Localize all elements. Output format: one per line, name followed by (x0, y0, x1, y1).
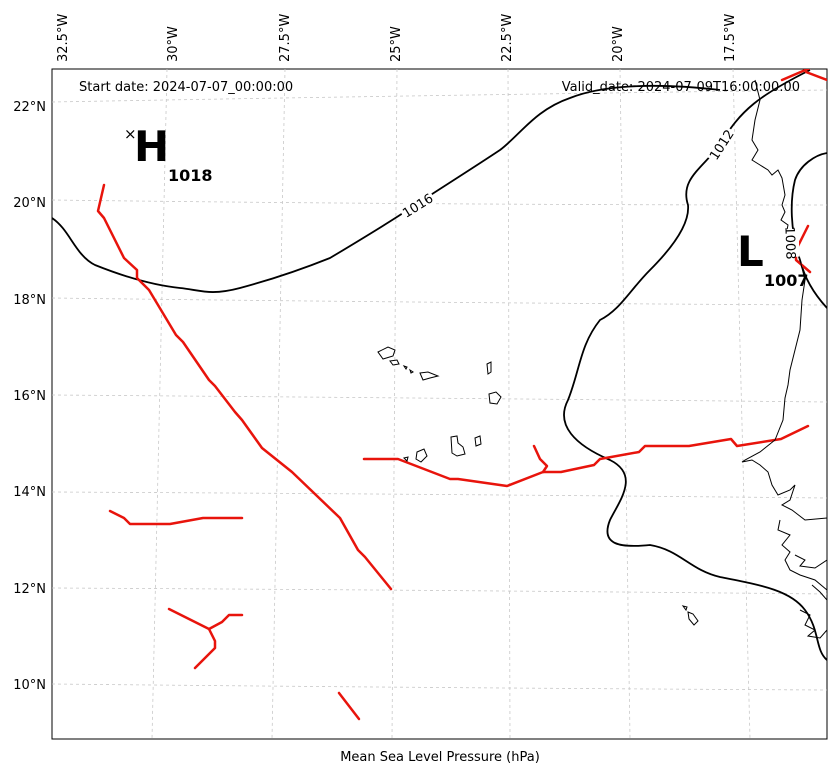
lat-label: 12°N (13, 582, 46, 597)
valid-date-label: Valid_date: 2024-07-09T16:00:00.00 (562, 80, 800, 95)
lat-label: 18°N (13, 293, 46, 308)
lon-label: 22.5°W (500, 14, 515, 62)
lat-label: 14°N (13, 485, 46, 500)
lon-label: 30°W (166, 26, 181, 62)
map-frame (51, 68, 828, 740)
latitude-gridlines (52, 89, 827, 691)
bijagos-islands (681, 605, 699, 626)
longitude-labels: 32.5°W 30°W 27.5°W 25°W 22.5°W 20°W 17.5… (56, 14, 738, 62)
cape-verde-islands (377, 346, 502, 463)
lat-label: 16°N (13, 389, 46, 404)
isobars (52, 69, 827, 661)
latitude-labels: 22°N 20°N 18°N 16°N 14°N 12°N 10°N (13, 100, 46, 693)
isobar-1016 (52, 84, 721, 293)
high-symbol: H (134, 122, 169, 171)
low-symbol: L (737, 227, 764, 276)
isobar-labels: 1016 1012 1008 (397, 125, 800, 260)
low-value: 1007 (764, 271, 809, 290)
lat-label: 22°N (13, 100, 46, 115)
isobar-label-1008: 1008 (781, 226, 797, 260)
lon-label: 25°W (389, 26, 404, 62)
lat-label: 10°N (13, 678, 46, 693)
high-value: 1018 (168, 166, 213, 185)
lon-label: 20°W (611, 26, 626, 62)
start-date-label: Start date: 2024-07-07_00:00:00 (79, 80, 293, 95)
center-marker-icon: × (124, 125, 137, 143)
low-pressure-center: L 1007 (737, 227, 809, 290)
isobar-1008 (790, 152, 827, 309)
isobar-1012 (563, 144, 827, 661)
lon-label: 32.5°W (56, 14, 71, 62)
lon-label: 17.5°W (723, 14, 738, 62)
african-coastline (741, 79, 827, 639)
high-pressure-center: × H 1018 (124, 122, 213, 185)
lat-label: 20°N (13, 196, 46, 211)
map-caption: Mean Sea Level Pressure (hPa) (340, 750, 540, 765)
longitude-gridlines (151, 69, 751, 739)
fronts (96, 69, 827, 721)
lon-label: 27.5°W (278, 14, 293, 62)
